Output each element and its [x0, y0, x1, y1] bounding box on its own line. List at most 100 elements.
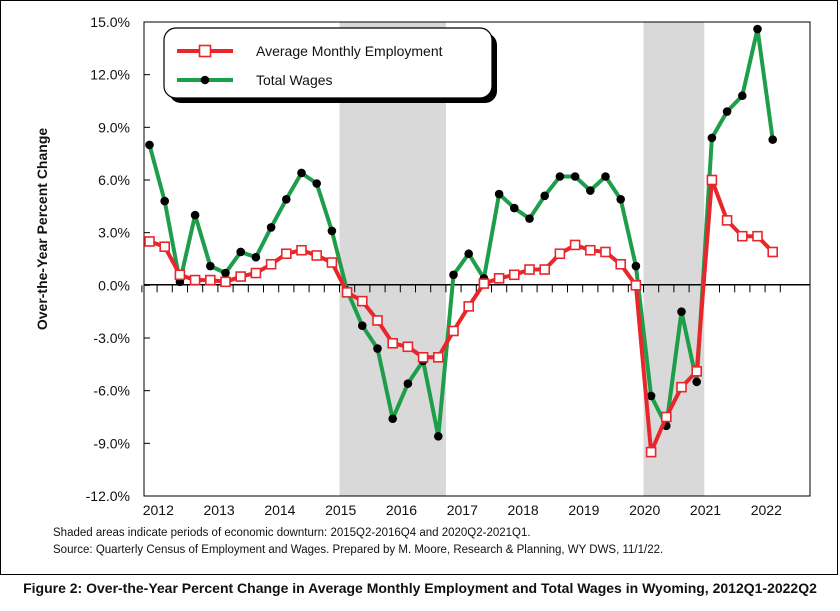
y-tick-label: -6.0%: [93, 383, 130, 399]
x-year-label: 2012: [143, 502, 174, 518]
x-year-label: 2021: [690, 502, 721, 518]
data-point: [206, 261, 215, 271]
data-point: [646, 391, 656, 401]
data-point: [387, 337, 399, 349]
data-point: [297, 168, 306, 178]
data-point: [707, 133, 717, 143]
y-tick-label: 3.0%: [98, 225, 130, 241]
data-point: [753, 24, 762, 34]
data-point: [722, 107, 732, 116]
data-point: [265, 258, 277, 270]
legend-box: [163, 27, 493, 99]
plot-area-border: [143, 21, 811, 497]
data-point: [721, 215, 733, 226]
x-tick-marks: [141, 285, 781, 293]
y-tick-label: -3.0%: [93, 330, 130, 346]
y-tick-label: 0.0%: [98, 277, 130, 293]
y-tick-label: -12.0%: [86, 488, 130, 504]
data-point: [584, 244, 596, 256]
data-point: [570, 172, 580, 181]
data-point: [236, 247, 245, 257]
data-point: [645, 446, 657, 458]
y-axis-title: Over-the-Year Percent Change: [34, 128, 50, 331]
data-point: [312, 179, 322, 188]
y-tick-label: 6.0%: [98, 172, 130, 188]
data-point: [373, 344, 382, 353]
data-point: [282, 195, 291, 204]
y-tick-label: 9.0%: [98, 119, 130, 135]
x-year-labels: 2012 2013 2014 2015 2016 2017 2018 2019 2020 2021…: [143, 502, 782, 518]
data-point: [524, 264, 535, 275]
data-point: [493, 273, 505, 284]
recession-shade-2: [643, 22, 705, 496]
data-point: [402, 341, 414, 353]
data-point: [448, 325, 459, 337]
data-point: [220, 276, 231, 288]
data-point: [676, 381, 687, 393]
data-point: [692, 377, 701, 387]
data-point: [372, 315, 383, 326]
data-point: [768, 135, 777, 144]
shading-note: Shaded areas indicate periods of economi…: [53, 527, 531, 539]
data-point: [266, 223, 276, 232]
data-point: [190, 210, 200, 220]
data-point: [160, 196, 169, 206]
data-point: [174, 269, 186, 281]
data-point: [403, 379, 413, 388]
data-point: [510, 203, 519, 213]
x-year-label: 2017: [447, 502, 478, 518]
data-point: [554, 248, 566, 260]
data-point: [250, 267, 262, 279]
data-point: [616, 195, 625, 204]
data-point: [615, 258, 627, 270]
data-point: [432, 352, 444, 363]
legend-wages-label: Total Wages: [256, 72, 333, 88]
data-point: [311, 250, 323, 261]
data-point: [296, 244, 307, 256]
x-year-label: 2014: [264, 502, 295, 518]
data-point: [478, 278, 490, 289]
data-point: [555, 172, 565, 181]
x-year-label: 2015: [325, 502, 356, 518]
data-point: [736, 230, 748, 242]
data-point: [706, 174, 718, 186]
source-note: Source: Quarterly Census of Employment a…: [53, 544, 664, 556]
data-point: [189, 274, 201, 286]
data-point: [327, 226, 337, 236]
data-point: [691, 366, 703, 377]
data-point: [145, 140, 154, 150]
legend-employment-label: Average Monthly Employment: [256, 43, 443, 59]
data-point: [463, 301, 475, 312]
x-year-label: 2020: [629, 502, 660, 518]
y-tick-label: 15.0%: [90, 14, 130, 30]
legend-employment-marker: [198, 44, 212, 58]
y-tick-label: -9.0%: [93, 435, 130, 451]
data-point: [144, 236, 155, 247]
legend: Average Monthly Employment Total Wages: [163, 27, 497, 103]
data-point: [251, 252, 261, 262]
x-year-label: 2022: [751, 502, 782, 518]
data-point: [508, 269, 520, 281]
data-point: [388, 414, 398, 424]
data-point: [235, 271, 246, 282]
legend-wages-marker: [200, 75, 210, 85]
data-point: [205, 274, 216, 286]
data-point: [738, 91, 747, 101]
data-point: [600, 246, 611, 258]
data-point: [569, 239, 581, 251]
data-point: [464, 249, 474, 259]
data-point: [601, 172, 610, 181]
data-point: [539, 264, 551, 275]
data-point: [631, 261, 641, 271]
y-tick-label: 12.0%: [90, 67, 130, 83]
data-point: [767, 246, 779, 258]
series-average-monthly-employment: [144, 174, 779, 458]
data-point: [525, 214, 534, 223]
figure-frame: 15.0% 12.0% 9.0% 6.0% 3.0% 0.0% -3.0% -6.0% -9.0…: [0, 0, 838, 575]
x-year-label: 2016: [386, 502, 417, 518]
data-point: [494, 189, 504, 199]
data-point: [660, 411, 672, 423]
line-chart: 15.0% 12.0% 9.0% 6.0% 3.0% 0.0% -3.0% -6.0% -9.0…: [34, 14, 811, 518]
data-point: [341, 287, 353, 298]
data-point: [221, 268, 230, 278]
